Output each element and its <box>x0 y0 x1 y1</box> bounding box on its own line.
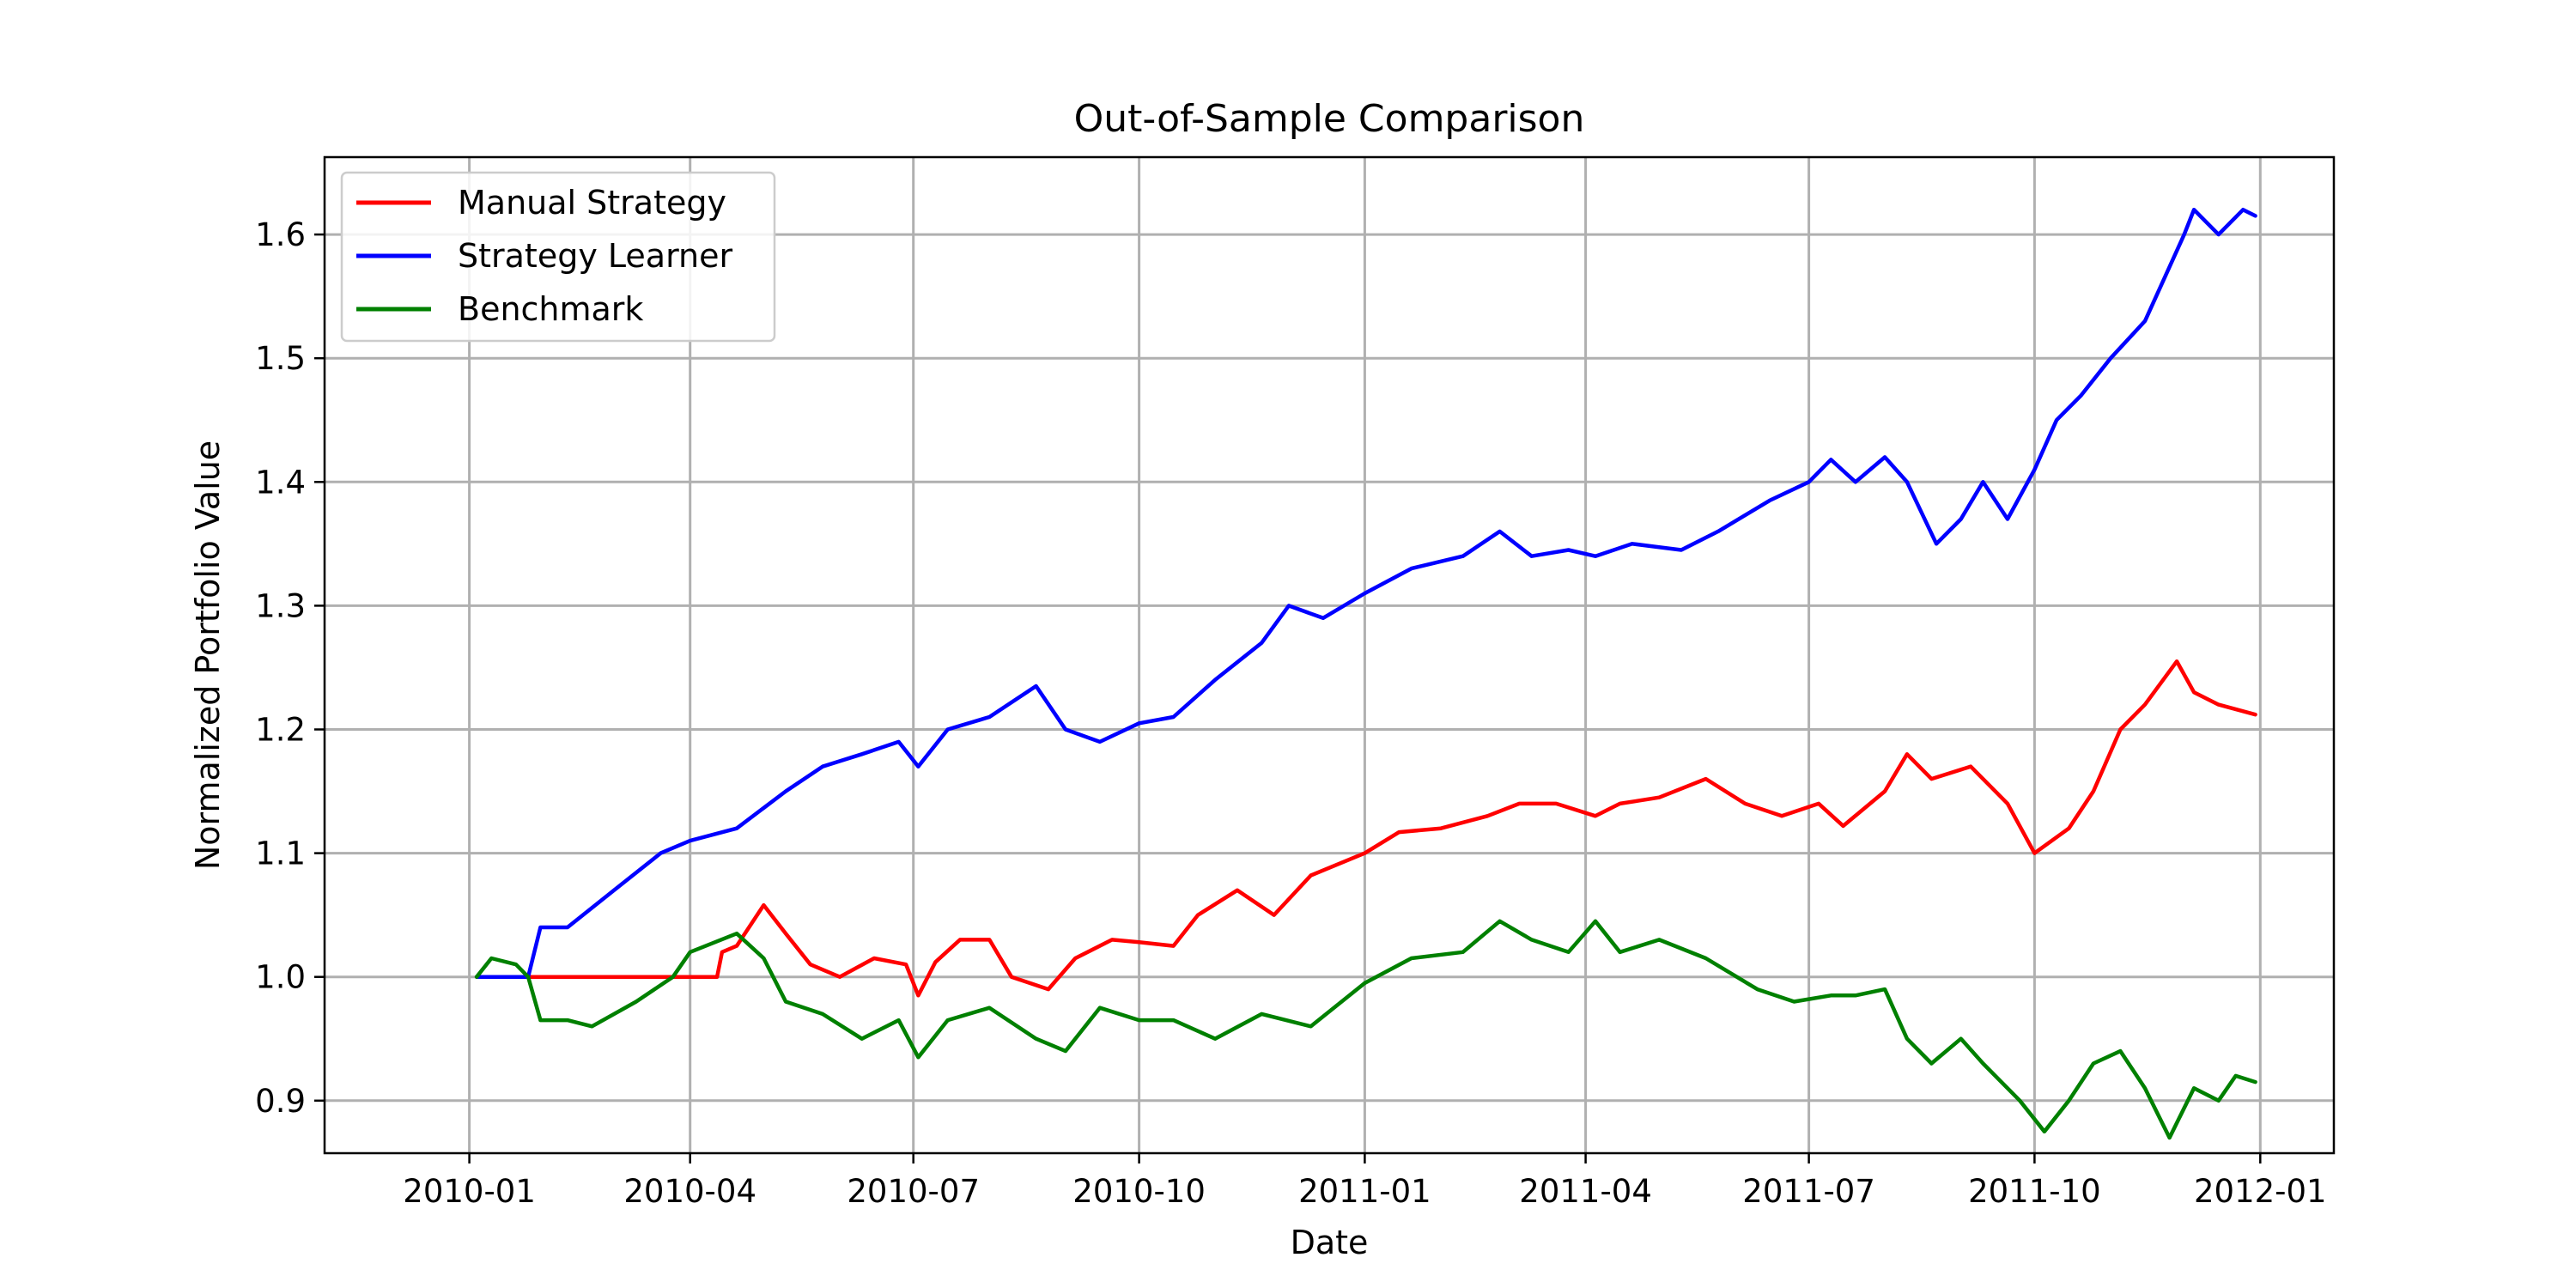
legend-label-strategy-learner: Strategy Learner <box>458 237 732 275</box>
chart-title: Out-of-Sample Comparison <box>1074 97 1585 141</box>
y-tick-label: 1.2 <box>255 712 306 749</box>
x-tick-label: 2011-01 <box>1298 1173 1431 1210</box>
x-tick-label: 2011-07 <box>1742 1173 1875 1210</box>
y-axis: 0.9 1.0 1.1 1.2 1.3 1.4 1.5 1.6 <box>255 216 325 1120</box>
y-tick-label: 1.6 <box>255 216 306 253</box>
y-tick-label: 1.3 <box>255 587 306 624</box>
y-tick-label: 1.5 <box>255 340 306 377</box>
series-line-strategy-learner <box>474 207 2257 979</box>
legend-label-benchmark: Benchmark <box>458 290 643 328</box>
x-tick-label: 2010-10 <box>1072 1173 1206 1210</box>
x-tick-label: 2010-07 <box>847 1173 980 1210</box>
plot-frame <box>323 155 2336 1155</box>
x-tick-label: 2011-04 <box>1519 1173 1652 1210</box>
y-tick-label: 0.9 <box>255 1083 306 1120</box>
legend: Manual Strategy Strategy Learner Benchmark <box>340 171 776 343</box>
y-tick-label: 1.4 <box>255 464 306 501</box>
plot-series <box>474 207 2257 1140</box>
legend-frame <box>340 171 776 343</box>
y-tick-label: 1.0 <box>255 959 306 996</box>
x-tick-label: 2010-04 <box>623 1173 756 1210</box>
x-axis: 2010-01 2010-04 2010-07 2010-10 2011-01 2011-… <box>403 1153 2327 1210</box>
x-tick-label: 2010-01 <box>403 1173 536 1210</box>
y-tick-label: 1.1 <box>255 835 306 872</box>
series-line-benchmark <box>474 919 2257 1140</box>
x-tick-label: 2011-10 <box>1968 1173 2101 1210</box>
x-tick-label: 2012-01 <box>2194 1173 2327 1210</box>
grid <box>325 157 2334 1153</box>
x-axis-label: Date <box>1291 1224 1369 1261</box>
series-line-manual-strategy <box>474 659 2257 998</box>
y-axis-label: Normalized Portfolio Value <box>189 440 227 870</box>
legend-label-manual-strategy: Manual Strategy <box>458 184 726 222</box>
